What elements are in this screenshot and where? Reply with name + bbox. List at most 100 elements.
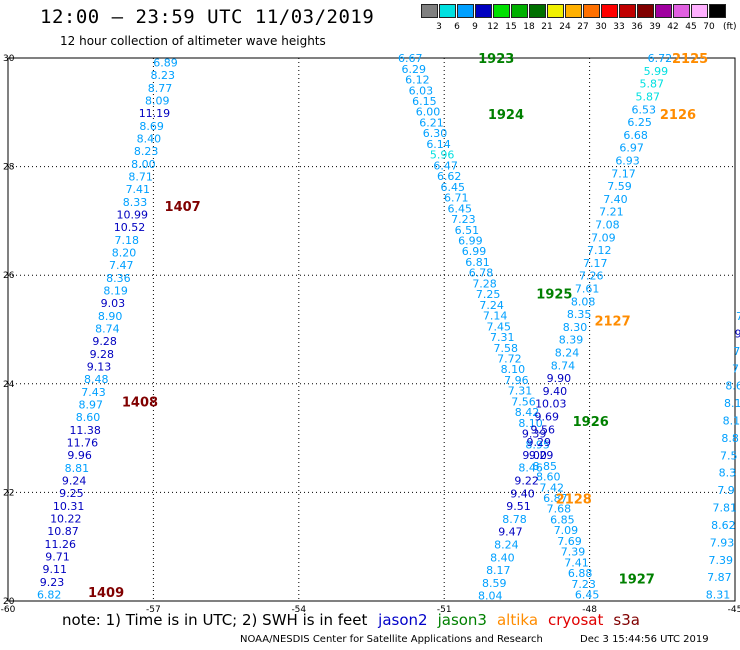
axis-ticks: -60 -57 -54 -51 -48 -45 20 22 24 26 28 30 <box>1 54 740 615</box>
swh-value-label: 7.17 <box>611 167 636 180</box>
legend-bin-label: 33 <box>613 22 625 32</box>
swh-value-label: 8.00 <box>131 158 156 171</box>
swh-value-label: 7.56 <box>511 395 536 408</box>
swh-value-label: 8.36 <box>106 272 131 285</box>
swh-value-label: 8.77 <box>148 82 173 95</box>
swh-value-label: 9.47 <box>498 526 523 539</box>
swh-value-label: 9.40 <box>510 487 535 500</box>
swh-value-label: 9.71 <box>45 551 70 564</box>
swh-value-label: 6.62 <box>437 170 462 183</box>
swh-value-label: 7.87 <box>707 571 732 584</box>
legend-bin-label: 42 <box>667 22 679 32</box>
swh-value-label: 9.25 <box>59 487 84 500</box>
swh-value-label: 7.21 <box>599 206 624 219</box>
swh-value-label: 7.26 <box>579 270 604 283</box>
legend-swatch <box>565 4 582 18</box>
legend-bin-label: 3 <box>436 22 442 32</box>
swh-value-label: 8.30 <box>563 321 588 334</box>
swh-value-label: 6.30 <box>423 127 448 140</box>
swh-value-label: 9.03 <box>101 297 126 310</box>
swh-value-label: 7.59 <box>607 180 632 193</box>
y-tick-label: 28 <box>3 163 15 173</box>
swh-value-label: 7.17 <box>583 257 608 270</box>
swh-value-label: 6.99 <box>462 245 487 258</box>
swh-value-label: 6.88 <box>568 567 593 580</box>
swh-value-label: 7.61 <box>575 282 600 295</box>
swh-value-label: 6.51 <box>455 224 480 237</box>
plot-border <box>7 57 736 602</box>
swh-value-label: 7.14 <box>483 310 508 323</box>
swh-value-label: 7.39 <box>561 546 586 559</box>
footer-note-row: note: 1) Time is in UTC; 2) SWH is in fe… <box>62 611 656 629</box>
swh-value-label: 6.89 <box>153 56 178 69</box>
swh-value-label: 9.90 <box>547 372 572 385</box>
swh-value-label: 6.12 <box>405 74 430 87</box>
swh-value-label: 8.10 <box>518 417 543 430</box>
swh-value-label: 6.45 <box>440 181 465 194</box>
chart-title: 12:00 – 23:59 UTC 11/03/2019 <box>40 6 375 28</box>
swh-value-label: 8.3 <box>719 467 737 480</box>
swh-value-label: 6.67 <box>398 52 423 65</box>
x-tick-label: -48 <box>582 605 597 615</box>
swh-value-label: 7.39 <box>708 554 733 567</box>
legend-bin-label: 45 <box>685 22 697 32</box>
swh-value-label: 9.29 <box>529 449 554 462</box>
swh-value-label: 6.47 <box>433 159 458 172</box>
y-tick-label: 24 <box>3 380 15 390</box>
y-tick-label: 20 <box>3 597 15 607</box>
swh-value-label: 9.28 <box>90 348 115 361</box>
legend-swatch <box>709 4 726 18</box>
swh-value-label: 7.81 <box>712 502 737 515</box>
swh-value-label: 9.56 <box>530 423 555 436</box>
legend-bin-label: 6 <box>454 22 460 32</box>
swh-value-label: 9.28 <box>92 335 117 348</box>
swh-value-label: 8.95 <box>525 438 550 451</box>
swh-value-label: 10.87 <box>47 525 79 538</box>
track-pass-label: 1925 <box>536 288 572 303</box>
swh-value-label: 9 <box>735 327 740 340</box>
swh-value-label: 10.03 <box>535 398 567 411</box>
satellite-legend-jason2: jason2 <box>378 611 428 629</box>
swh-value-label: 6.93 <box>615 154 640 167</box>
chart-subtitle: 12 hour collection of altimeter wave hei… <box>60 34 326 48</box>
track-pass-label: 1924 <box>488 108 524 123</box>
swh-value-label: 6.29 <box>402 63 427 76</box>
swh-value-label: 7.69 <box>557 535 582 548</box>
swh-value-label: 6.21 <box>419 116 444 129</box>
track-pass-label: 2125 <box>672 52 708 67</box>
swh-value-label: 6.68 <box>623 129 648 142</box>
swh-value-label: 8.20 <box>112 246 137 259</box>
swh-value-label: 8.1 <box>723 414 740 427</box>
swh-value-label: 8.6 <box>725 380 740 393</box>
track-pass-label: 1407 <box>165 200 201 215</box>
swh-value-label: 6.53 <box>631 103 656 116</box>
swh-value-label: 7.42 <box>540 481 565 494</box>
legend-swatch <box>583 4 600 18</box>
track-pass-label: 1927 <box>619 572 655 587</box>
swh-value-label: 8.81 <box>65 462 90 475</box>
swh-value-label: 8.40 <box>490 551 515 564</box>
swh-value-label: 8.74 <box>95 323 120 336</box>
swh-value-label: 6.85 <box>550 513 575 526</box>
legend-bin-label: 12 <box>487 22 499 32</box>
swh-value-label: 8.62 <box>711 519 736 532</box>
legend-unit: (ft) <box>723 22 737 32</box>
swh-value-label: 5.99 <box>644 65 669 78</box>
swh-value-label: 8.46 <box>518 462 543 475</box>
x-tick-label: -57 <box>146 605 161 615</box>
swh-value-label: 6.72 <box>648 52 673 65</box>
track-pass-label: 2128 <box>556 492 592 507</box>
swh-value-label: 6.78 <box>469 267 494 280</box>
swh-value-label: 8.04 <box>478 590 503 603</box>
legend-swatch <box>511 4 528 18</box>
swh-value-label: 7.43 <box>81 386 106 399</box>
legend-bin-label: 30 <box>595 22 607 32</box>
y-tick-label: 22 <box>3 488 14 498</box>
swh-value-label: 8.59 <box>482 577 507 590</box>
swh-value-label: 11.76 <box>67 437 99 450</box>
swh-value-label: 7.96 <box>504 374 529 387</box>
legend-swatch <box>421 4 438 18</box>
swh-value-label: 8.10 <box>501 363 526 376</box>
legend-swatch <box>673 4 690 18</box>
swh-value-label: 8.90 <box>98 310 123 323</box>
